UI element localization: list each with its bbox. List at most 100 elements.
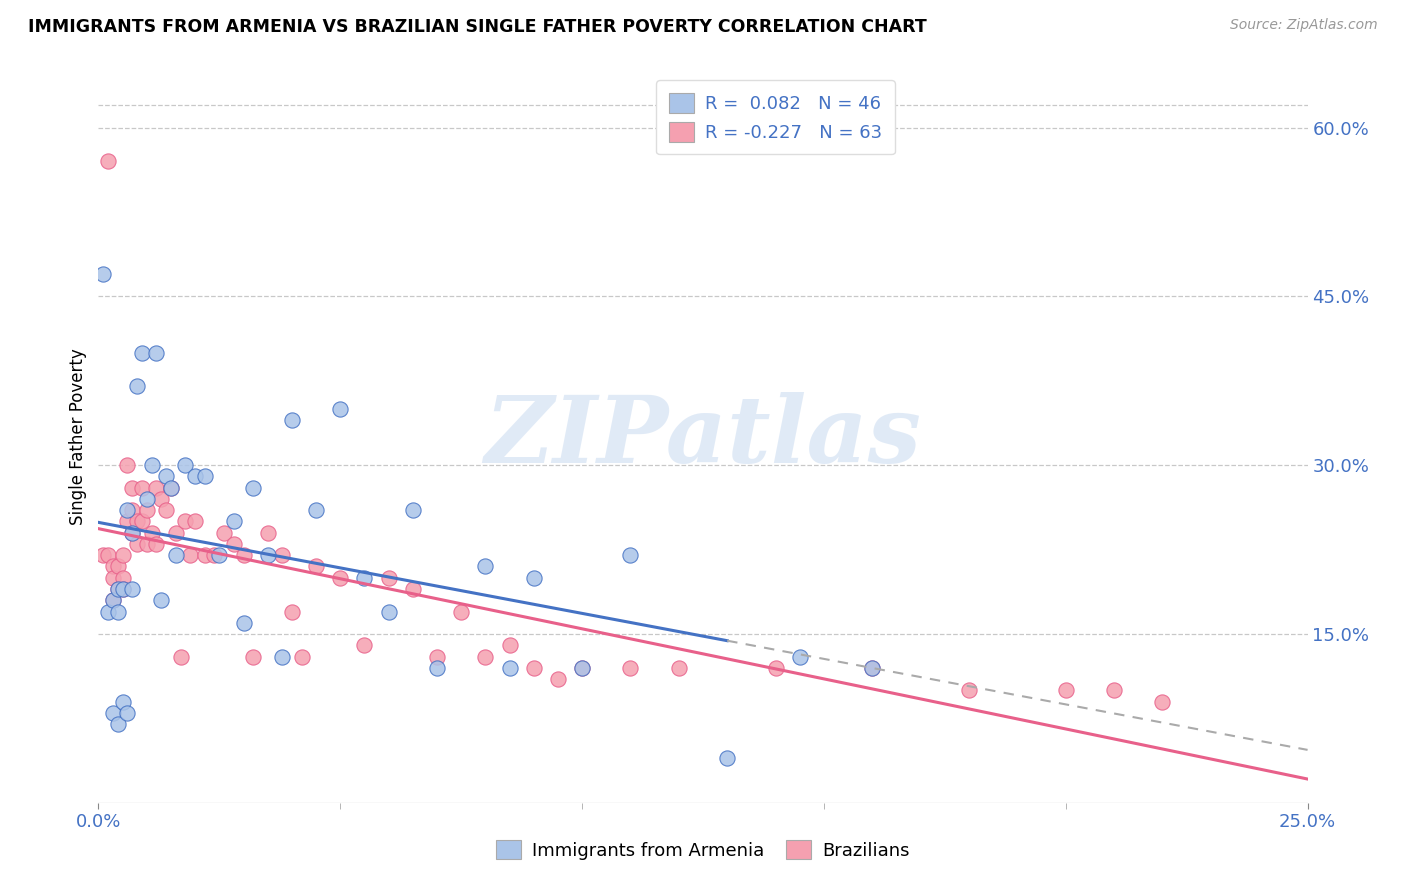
Point [169, 649, 191, 664]
Point [145, 345, 167, 359]
Point [271, 649, 294, 664]
Point [97, 548, 120, 562]
Point [232, 548, 254, 562]
Point [117, 503, 139, 517]
Point [498, 661, 520, 675]
Point [107, 582, 129, 596]
Point [208, 548, 231, 562]
Point [256, 525, 278, 540]
Point [353, 638, 375, 652]
Point [179, 548, 201, 562]
Point [141, 458, 163, 473]
Point [107, 605, 129, 619]
Point [127, 379, 149, 393]
Point [150, 593, 173, 607]
Text: ZIPatlas: ZIPatlas [485, 392, 921, 482]
Point [160, 481, 183, 495]
Point [111, 582, 134, 596]
Point [101, 593, 124, 607]
Point [789, 649, 811, 664]
Point [121, 481, 143, 495]
Point [150, 491, 173, 506]
Point [135, 491, 157, 506]
Point [256, 548, 278, 562]
Point [860, 661, 883, 675]
Point [571, 661, 593, 675]
Point [281, 605, 304, 619]
Legend: Immigrants from Armenia, Brazilians: Immigrants from Armenia, Brazilians [489, 832, 917, 867]
Point [117, 706, 139, 720]
Point [117, 515, 139, 529]
Point [121, 525, 143, 540]
Point [101, 571, 124, 585]
Point [91, 267, 114, 281]
Point [329, 401, 352, 416]
Point [523, 571, 546, 585]
Point [111, 694, 134, 708]
Point [571, 661, 593, 675]
Point [107, 717, 129, 731]
Point [194, 469, 217, 483]
Point [155, 469, 177, 483]
Point [155, 503, 177, 517]
Point [619, 661, 641, 675]
Point [145, 481, 167, 495]
Point [91, 548, 114, 562]
Point [174, 458, 197, 473]
Point [402, 582, 425, 596]
Point [271, 548, 294, 562]
Point [426, 661, 449, 675]
Point [121, 503, 143, 517]
Point [131, 345, 153, 359]
Text: IMMIGRANTS FROM ARMENIA VS BRAZILIAN SINGLE FATHER POVERTY CORRELATION CHART: IMMIGRANTS FROM ARMENIA VS BRAZILIAN SIN… [28, 18, 927, 36]
Point [353, 571, 375, 585]
Point [135, 503, 157, 517]
Point [498, 638, 520, 652]
Point [474, 649, 496, 664]
Point [290, 649, 312, 664]
Point [101, 593, 124, 607]
Point [101, 706, 124, 720]
Point [402, 503, 425, 517]
Text: Source: ZipAtlas.com: Source: ZipAtlas.com [1230, 18, 1378, 32]
Point [121, 525, 143, 540]
Point [1102, 683, 1125, 698]
Point [450, 605, 472, 619]
Point [242, 649, 264, 664]
Point [194, 548, 217, 562]
Point [145, 537, 167, 551]
Point [107, 582, 129, 596]
Point [668, 661, 690, 675]
Point [305, 559, 328, 574]
Point [204, 548, 226, 562]
Point [305, 503, 328, 517]
Point [765, 661, 787, 675]
Point [165, 548, 187, 562]
Point [619, 548, 641, 562]
Point [97, 154, 120, 169]
Point [523, 661, 546, 675]
Point [1054, 683, 1077, 698]
Point [222, 515, 245, 529]
Point [111, 571, 134, 585]
Point [184, 469, 207, 483]
Point [474, 559, 496, 574]
Point [111, 548, 134, 562]
Point [242, 481, 264, 495]
Point [135, 537, 157, 551]
Point [329, 571, 352, 585]
Point [101, 559, 124, 574]
Point [281, 413, 304, 427]
Point [165, 525, 187, 540]
Point [426, 649, 449, 664]
Point [127, 537, 149, 551]
Point [860, 661, 883, 675]
Point [174, 515, 197, 529]
Point [160, 481, 183, 495]
Point [107, 559, 129, 574]
Point [957, 683, 980, 698]
Point [121, 582, 143, 596]
Point [131, 515, 153, 529]
Point [232, 615, 254, 630]
Point [97, 605, 120, 619]
